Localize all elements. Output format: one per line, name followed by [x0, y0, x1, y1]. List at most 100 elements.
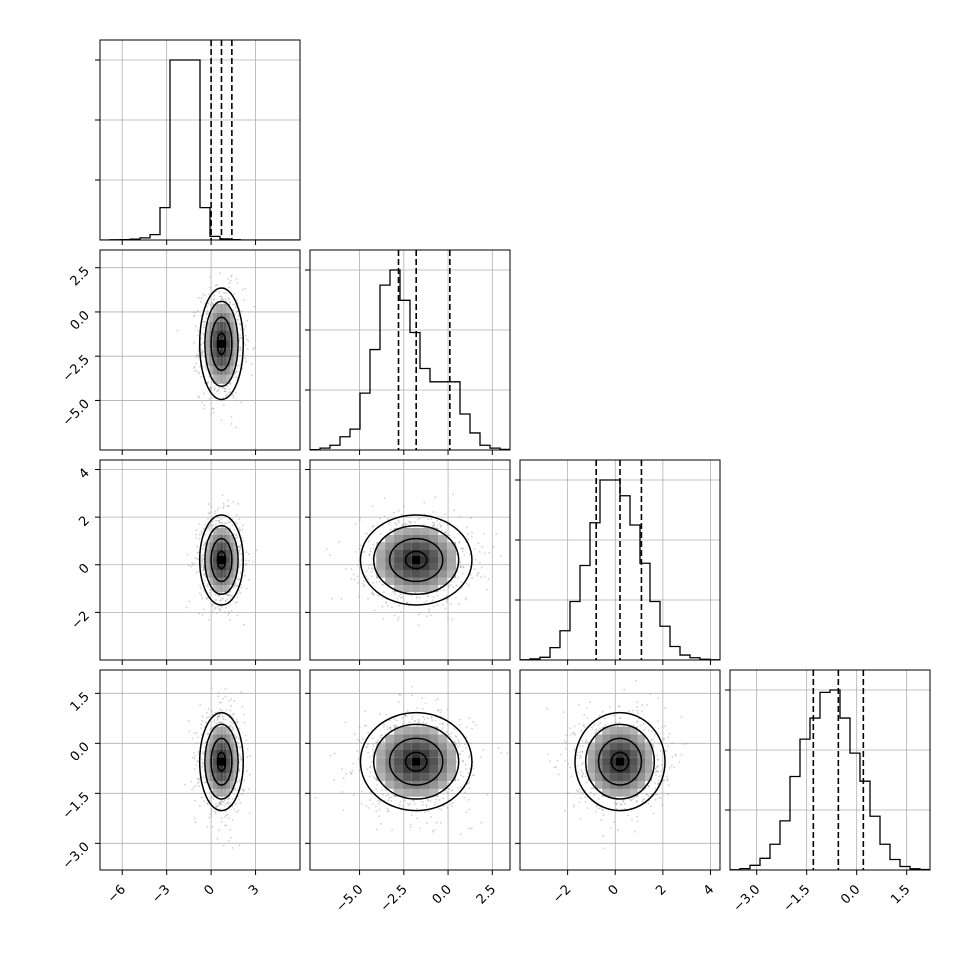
sample-point: [203, 800, 205, 803]
sample-point: [467, 533, 470, 535]
sample-point: [238, 518, 241, 521]
density-cell: [376, 757, 386, 766]
sample-point: [208, 592, 211, 594]
sample-point: [453, 509, 456, 512]
density-cell: [429, 542, 439, 550]
sample-point: [210, 413, 213, 415]
sample-point: [215, 803, 217, 805]
density-cell: [205, 556, 210, 564]
sample-point: [219, 599, 222, 602]
sample-point: [392, 591, 394, 593]
sample-point: [417, 613, 420, 616]
density-cell: [219, 765, 224, 774]
y-tick-label: −2: [69, 609, 93, 633]
sample-point: [201, 350, 204, 353]
x-tick-label: −6: [105, 882, 129, 906]
y-tick-label: −2.5: [60, 352, 93, 385]
sample-point: [450, 789, 453, 792]
sample-point: [357, 757, 360, 760]
sample-point: [239, 548, 241, 551]
sample-point: [425, 805, 428, 808]
sample-point: [439, 722, 441, 725]
density-cell: [429, 585, 439, 593]
contour-line: [204, 524, 239, 596]
sample-point: [232, 396, 235, 399]
sample-point: [378, 815, 381, 818]
sample-point: [235, 370, 237, 373]
sample-point: [398, 604, 400, 607]
sample-point: [223, 611, 226, 614]
sample-point: [362, 585, 365, 587]
density-cell: [212, 321, 217, 331]
sample-point: [378, 808, 381, 811]
y-tick-label: 2.5: [68, 264, 93, 289]
sample-point: [385, 602, 388, 604]
sample-point: [463, 554, 466, 556]
sample-point: [206, 583, 209, 585]
sample-point: [403, 799, 406, 802]
sample-point: [229, 709, 232, 712]
sample-point: [404, 714, 407, 717]
sample-point: [247, 553, 250, 555]
sample-point: [429, 800, 432, 802]
sample-point: [207, 803, 209, 805]
density-cell: [205, 742, 210, 750]
sample-point: [217, 605, 220, 608]
density-cell: [429, 535, 439, 543]
density-cell: [394, 527, 403, 535]
density-cell: [223, 374, 227, 384]
sample-point: [246, 748, 249, 750]
sample-point: [385, 713, 388, 716]
sample-point: [439, 711, 442, 714]
sample-point: [226, 521, 229, 524]
sample-point: [345, 773, 347, 776]
sample-point: [217, 715, 220, 718]
sample-point: [468, 755, 471, 758]
sample-point: [426, 717, 429, 720]
sample-point: [245, 338, 248, 341]
sample-point: [187, 720, 190, 722]
sample-point: [441, 529, 443, 532]
sample-point: [382, 725, 385, 728]
sample-point: [344, 567, 347, 570]
sample-point: [193, 786, 196, 788]
sample-point: [195, 529, 198, 532]
sample-point: [450, 584, 453, 586]
sample-point: [422, 721, 425, 724]
sample-point: [198, 522, 201, 525]
sample-point: [446, 708, 449, 711]
sample-point: [202, 544, 205, 547]
sample-point: [375, 828, 378, 831]
density-cell: [226, 357, 231, 366]
sample-point: [233, 529, 236, 531]
sample-point: [359, 544, 362, 547]
sample-point: [421, 801, 424, 803]
density-cell: [212, 563, 217, 571]
density-cell: [209, 357, 213, 366]
sample-point: [245, 559, 247, 562]
sample-point: [201, 547, 204, 550]
density-cell: [223, 365, 227, 375]
density-cell: [230, 542, 234, 550]
sample-point: [421, 707, 424, 710]
sample-point: [213, 387, 216, 390]
density-cell: [411, 542, 421, 550]
sample-point: [417, 720, 420, 723]
sample-point: [409, 521, 412, 524]
sample-point: [442, 797, 445, 800]
sample-point: [216, 838, 219, 840]
sample-point: [226, 385, 228, 388]
panel-1-1: [305, 249, 511, 455]
density-cell: [212, 374, 217, 384]
sample-point: [224, 695, 227, 698]
sample-point: [224, 522, 226, 524]
sample-point: [238, 578, 241, 581]
sample-point: [203, 608, 206, 611]
sample-point: [358, 519, 361, 522]
sample-point: [365, 570, 368, 573]
sample-point: [233, 584, 236, 587]
sample-point: [209, 304, 212, 306]
sample-point: [202, 565, 205, 568]
sample-point: [476, 574, 479, 577]
sample-point: [206, 305, 208, 308]
